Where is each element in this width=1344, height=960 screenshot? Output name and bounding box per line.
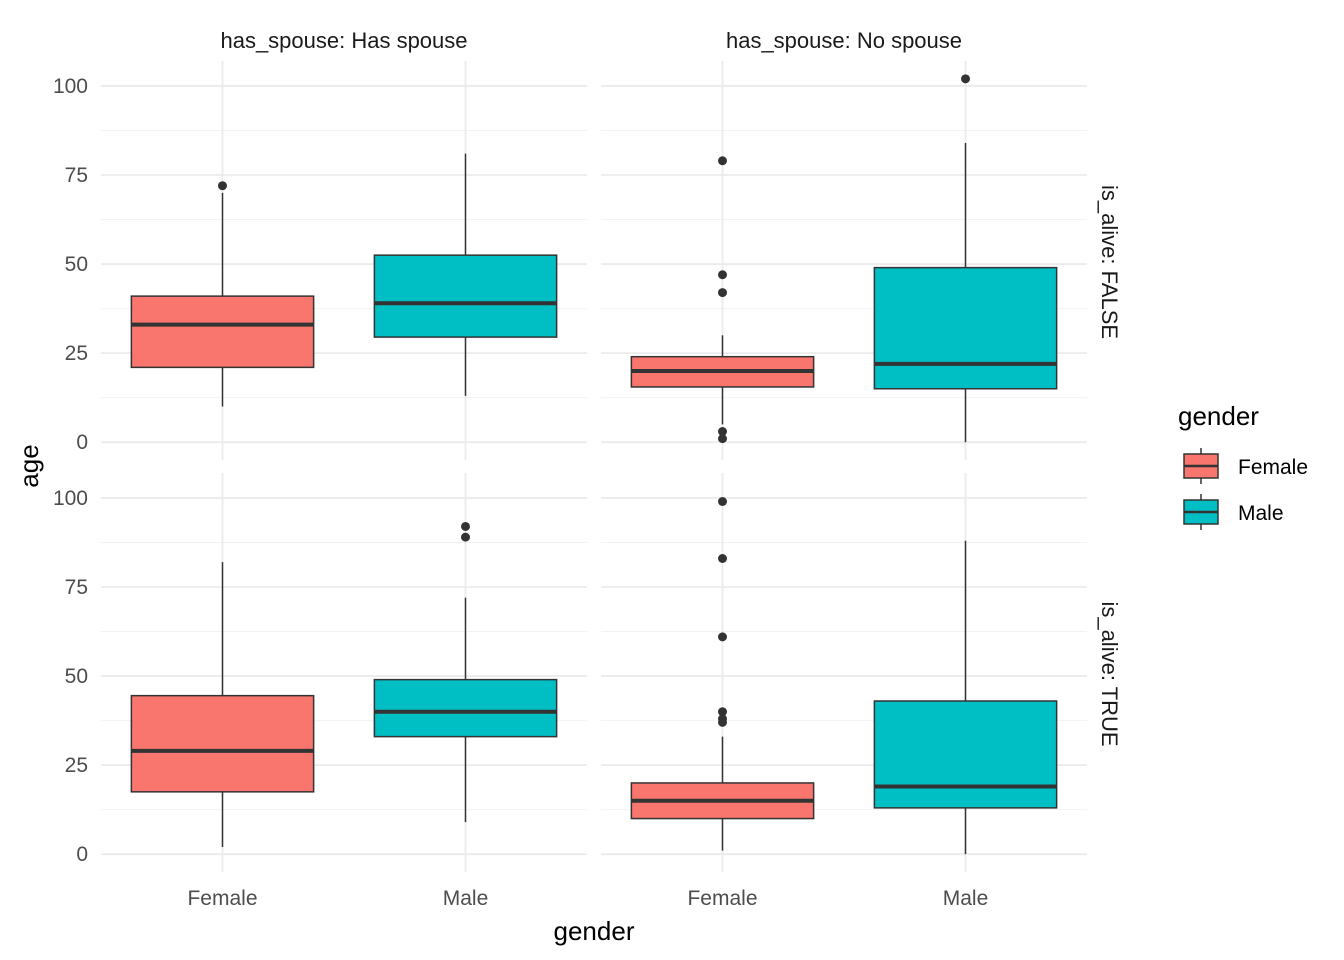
x-tick-label: Male: [943, 887, 989, 910]
box-male: [373, 153, 558, 396]
legend-label-male: Male: [1238, 502, 1284, 525]
legend-title: gender: [1178, 401, 1259, 431]
outlier-point: [718, 497, 727, 506]
row-strip-label-1: is_alive: TRUE: [1097, 601, 1122, 746]
box-iqr: [130, 295, 315, 369]
panel-1-0: 0 25 50 75 100 Female Male: [53, 473, 587, 910]
box-female: [630, 156, 815, 444]
panels-layer: 0 25 50 75 100 0 25 50 75 100 Female Male Female Male: [53, 61, 1087, 910]
box-male: [873, 74, 1058, 443]
box-iqr: [130, 694, 315, 793]
x-tick-label: Male: [443, 887, 489, 910]
panel-0-1: [601, 61, 1087, 460]
box-male: [373, 521, 558, 823]
panel-1-1: Female Male: [601, 473, 1087, 910]
outlier-point: [461, 532, 470, 542]
outlier-point: [718, 554, 727, 563]
col-strip-label-0: has_spouse: Has spouse: [220, 28, 467, 53]
box-iqr: [373, 678, 558, 738]
y-tick-label: 25: [65, 342, 88, 365]
outlier-point: [718, 717, 727, 727]
y-axis-title: age: [14, 444, 44, 487]
y-tick-label: 75: [65, 164, 88, 187]
outlier-point: [461, 521, 470, 531]
y-tick-label: 50: [65, 253, 88, 276]
outlier-point: [218, 181, 227, 191]
box-female: [130, 181, 315, 407]
outlier-point: [718, 270, 727, 280]
outlier-point: [718, 707, 727, 717]
y-tick-label: 100: [53, 75, 88, 98]
box-iqr: [373, 254, 558, 338]
x-tick-label: Female: [187, 887, 257, 910]
outlier-point: [718, 632, 727, 642]
outlier-point: [961, 74, 970, 84]
box-male: [873, 540, 1058, 855]
panel-0-0: 0 25 50 75 100: [53, 61, 587, 460]
box-female: [130, 562, 315, 848]
box-iqr: [873, 700, 1058, 809]
outlier-point: [718, 434, 727, 444]
legend-key-male: [1183, 494, 1219, 530]
row-strip-label-0: is_alive: FALSE: [1097, 185, 1122, 339]
y-tick-label: 0: [76, 431, 88, 454]
y-tick-label: 50: [65, 665, 88, 688]
y-tick-label: 100: [53, 487, 88, 510]
col-strip-label-1: has_spouse: No spouse: [726, 28, 962, 53]
x-tick-label: Female: [687, 887, 757, 910]
outlier-point: [718, 427, 727, 436]
x-axis-title: gender: [554, 916, 635, 946]
box-female: [630, 497, 815, 851]
y-tick-label: 75: [65, 576, 88, 599]
outlier-point: [718, 156, 727, 166]
y-tick-label: 0: [76, 843, 88, 866]
box-iqr: [873, 266, 1058, 390]
legend: gender Female Male: [1178, 401, 1308, 530]
y-tick-label: 25: [65, 754, 88, 777]
outlier-point: [718, 288, 727, 298]
legend-key-female: [1183, 448, 1219, 484]
legend-label-female: Female: [1238, 456, 1308, 479]
